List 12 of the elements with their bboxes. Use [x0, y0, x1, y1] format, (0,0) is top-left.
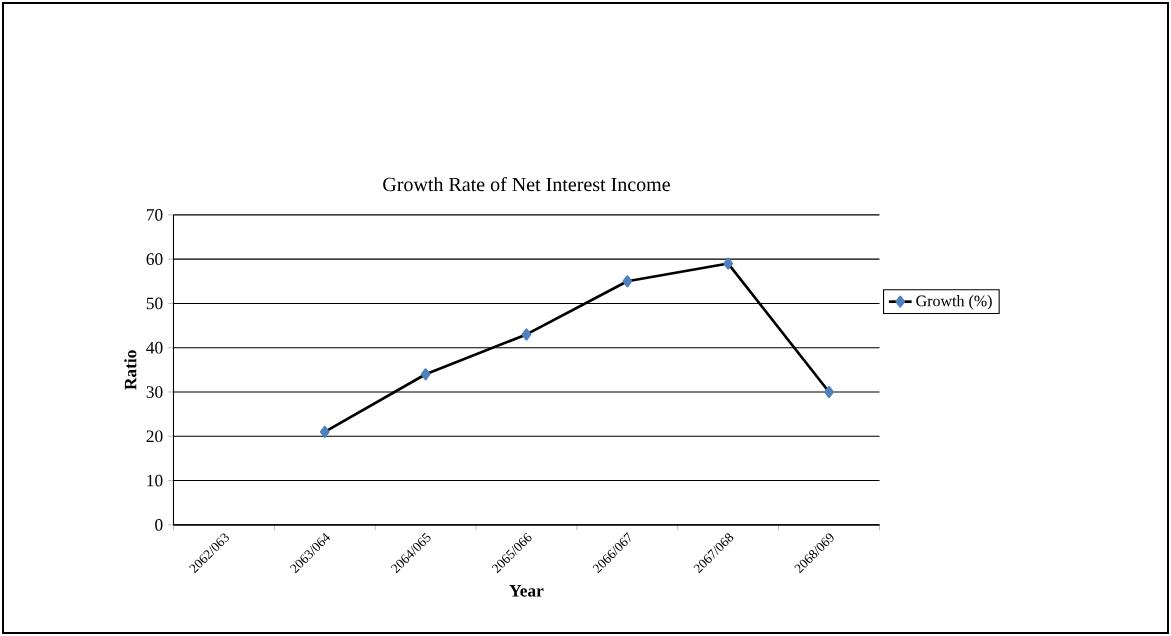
y-tick-label: 0 — [155, 519, 163, 531]
y-tick-label: 10 — [147, 474, 163, 487]
chart-title: Growth Rate of Net Interest Income — [383, 176, 670, 192]
y-tick-label: 30 — [146, 386, 163, 398]
y-tick-label: 70 — [146, 209, 163, 221]
y-tick-label: 60 — [146, 253, 163, 265]
y-tick-label: 50 — [146, 297, 163, 310]
y-tick-label: 40 — [146, 341, 163, 354]
y-tick-label: 20 — [146, 430, 163, 443]
y-axis-title: Ratio — [124, 350, 137, 390]
x-axis-title: Year — [509, 585, 544, 597]
legend-label: Growth (%) — [916, 295, 992, 310]
